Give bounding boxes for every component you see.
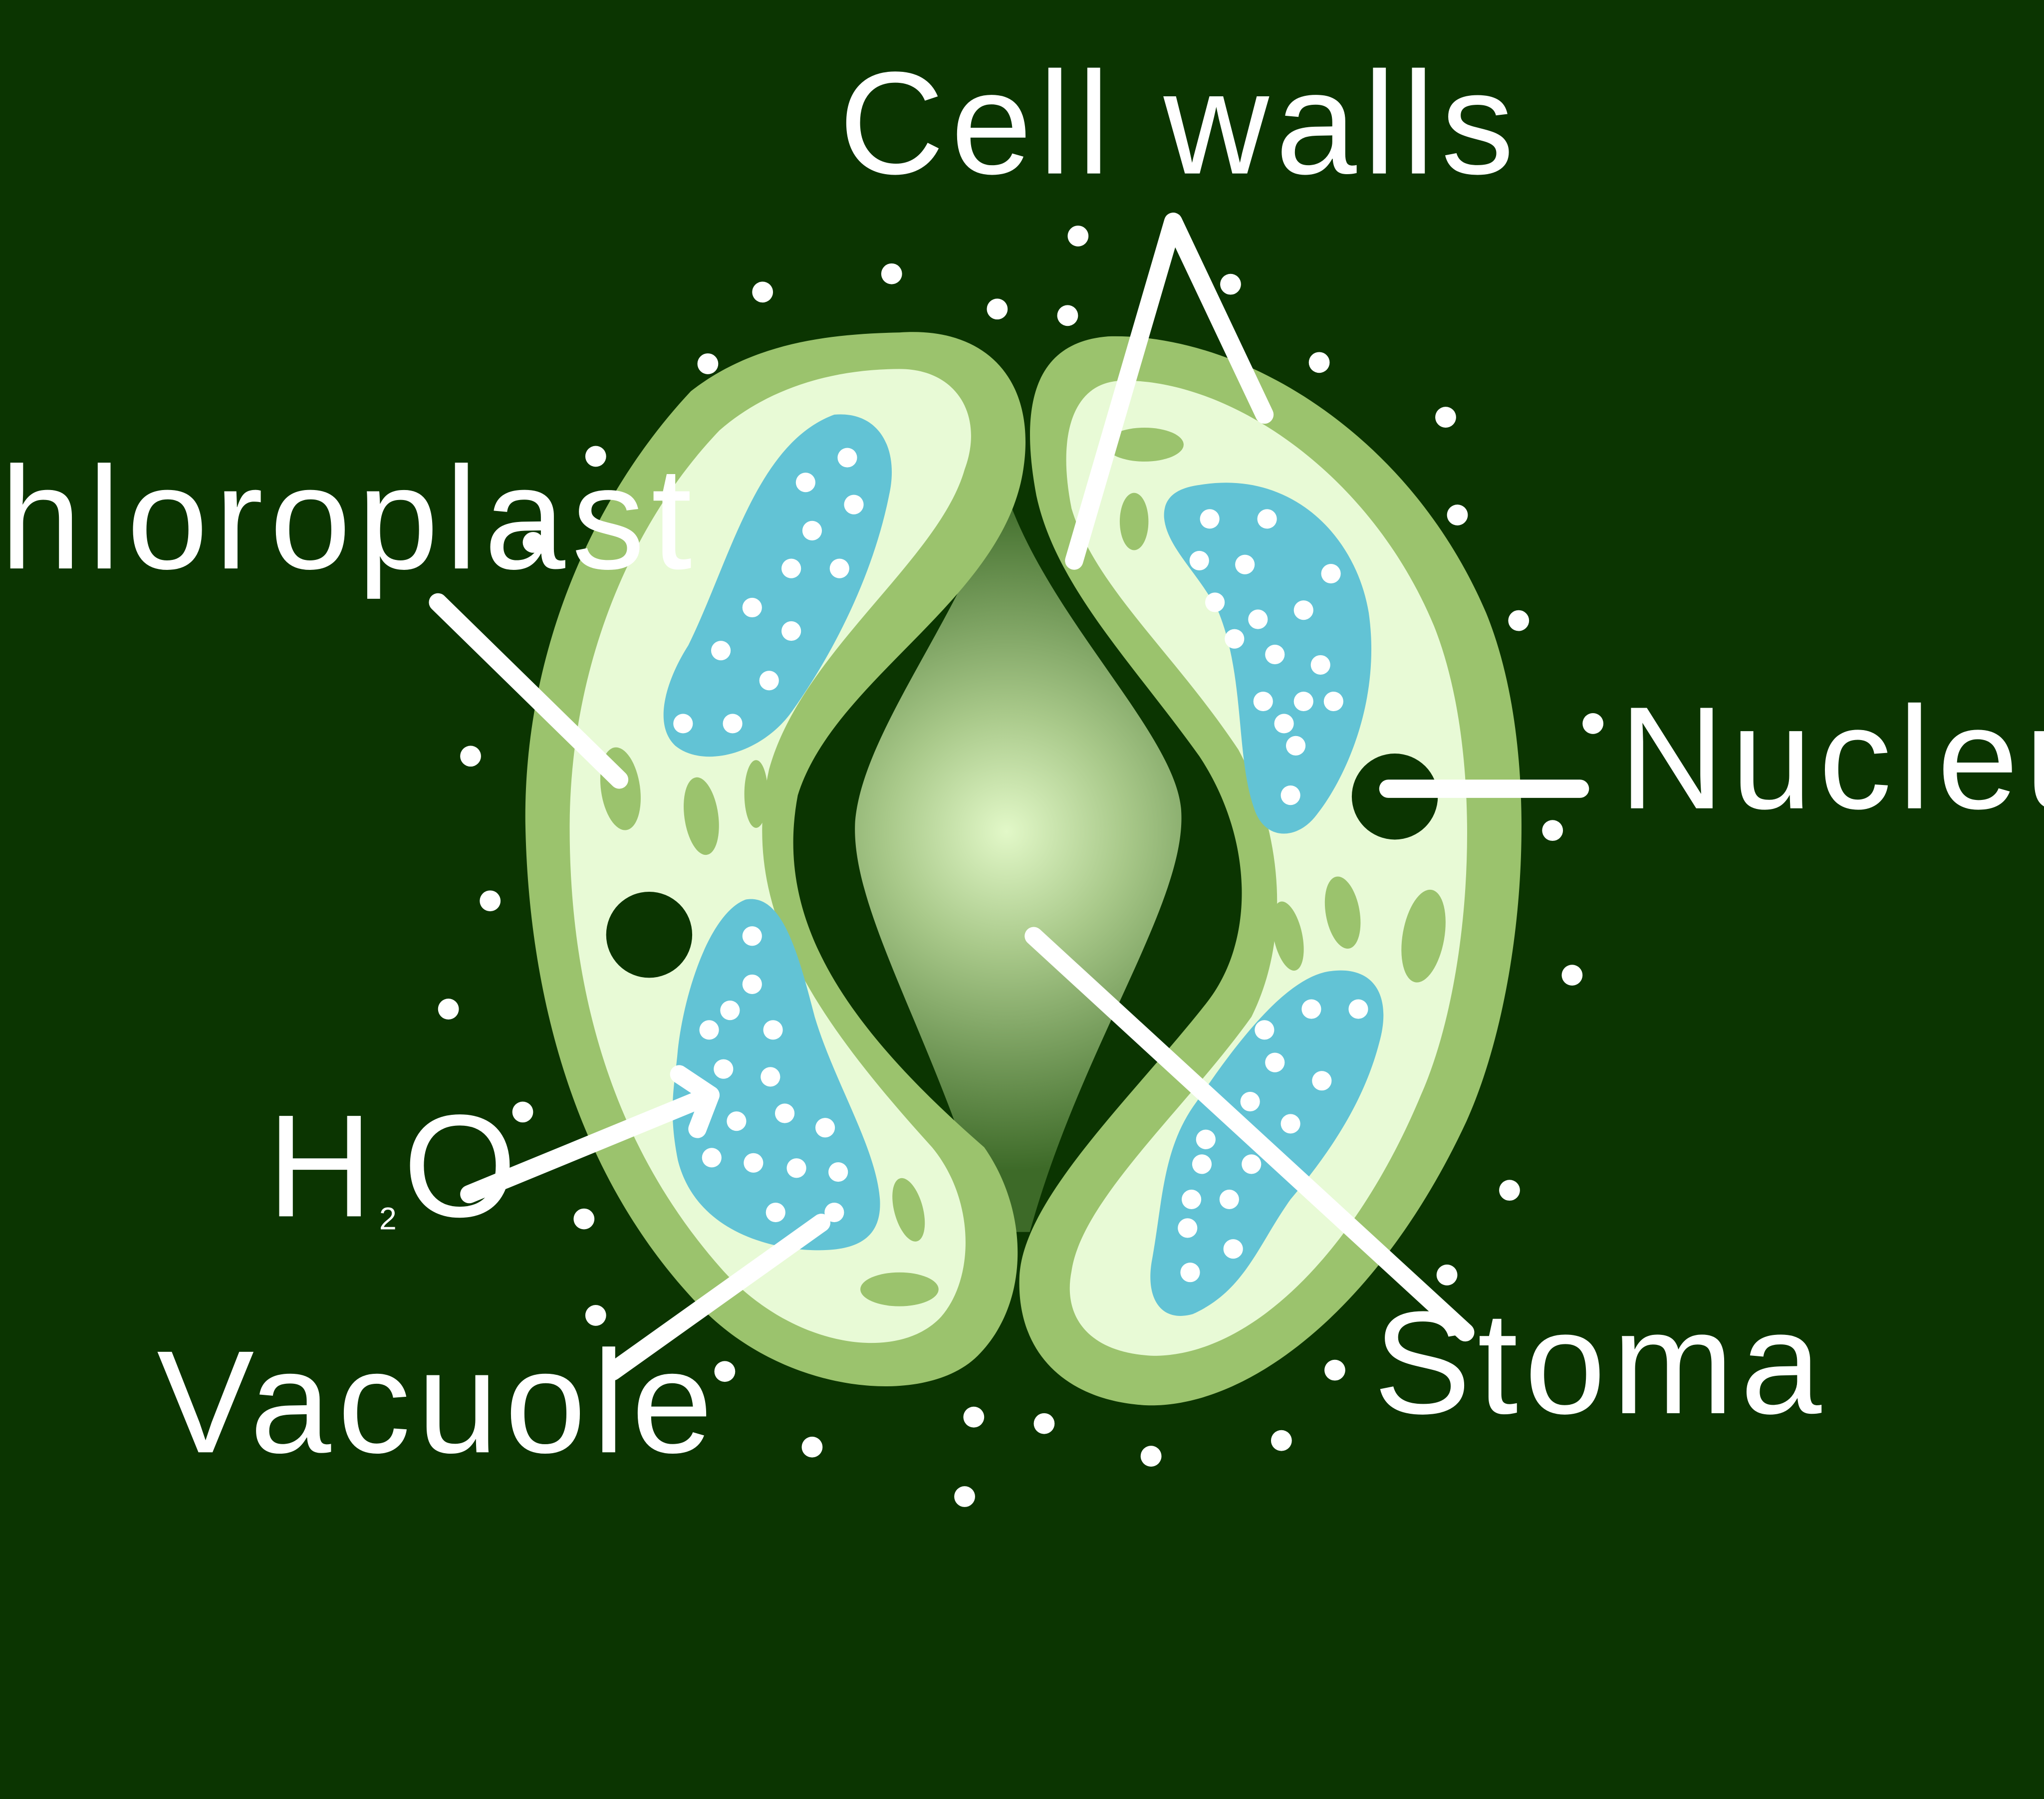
right-chloroplasts <box>1105 427 1446 983</box>
left-vacuole-upper <box>663 414 892 757</box>
label-nucleus: Nucleus <box>1619 676 2044 839</box>
labels: Cell walls Chloroplast Nucleus H2O Vacuo… <box>0 41 2044 1484</box>
label-h2o-h: H <box>267 1084 379 1247</box>
label-cell-walls: Cell walls <box>839 41 1521 205</box>
label-vacuole: Vacuole <box>157 1320 719 1483</box>
right-vacuole-dots <box>1178 509 1368 1283</box>
label-h2o-subscript: 2 <box>379 1202 403 1237</box>
stoma-pore <box>855 485 1182 1232</box>
cell-walls-leader <box>1065 212 1274 570</box>
vacuole-leader <box>603 1214 830 1381</box>
h2o-leader <box>460 1086 720 1204</box>
left-nucleus <box>606 891 693 978</box>
leader-lines <box>429 212 1589 1381</box>
label-h2o: H2O <box>267 1084 523 1247</box>
label-stoma: Stoma <box>1373 1281 1828 1444</box>
label-chloroplast: Chloroplast <box>0 436 699 600</box>
label-h2o-o: O <box>403 1084 523 1247</box>
chloroplast-leader <box>429 593 629 789</box>
left-cytoplasm <box>569 369 971 1343</box>
h2o-arrowhead <box>670 1065 720 1138</box>
stoma-leader <box>1024 927 1475 1342</box>
left-chloroplasts <box>600 747 939 1306</box>
water-droplets <box>438 226 1604 1507</box>
left-vacuole-dots <box>673 448 864 1223</box>
